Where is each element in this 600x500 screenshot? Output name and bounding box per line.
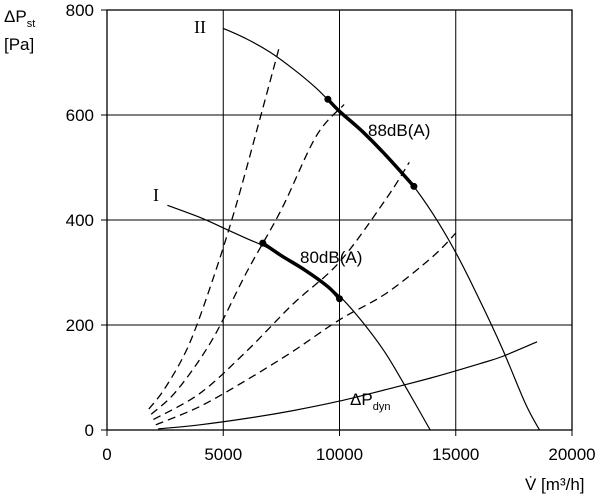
grid [107, 10, 572, 430]
x-tick-label: 15000 [432, 445, 479, 464]
noise-label-88: 88dB(A) [368, 121, 430, 140]
y-tick-label: 800 [66, 1, 94, 20]
series-i [167, 204, 431, 431]
y-axis-label-sub: st [27, 18, 36, 30]
series-group [148, 27, 541, 431]
series-80db-a [261, 241, 341, 300]
y-axis-unit: [Pa] [4, 35, 34, 54]
y-tick-label: 0 [85, 421, 94, 440]
dynamic-pressure-label: ΔPdyn [350, 390, 390, 413]
x-tick-label: 20000 [548, 445, 595, 464]
series-system-1 [148, 47, 280, 410]
x-tick-label: 5000 [204, 445, 242, 464]
y-tick-label: 200 [66, 316, 94, 335]
y-tick-label: 600 [66, 106, 94, 125]
x-tick-label: 10000 [316, 445, 363, 464]
dynamic-pressure-label-main: ΔP [350, 390, 373, 409]
dynamic-pressure-label-sub: dyn [373, 401, 391, 413]
series-system-2 [150, 104, 345, 415]
y-tick-label: 400 [66, 211, 94, 230]
series-system-4 [155, 232, 457, 426]
series-endpoint-marker [259, 239, 267, 247]
y-axis-label: ΔPst [4, 7, 35, 30]
y-axis-label-main: ΔP [4, 7, 27, 26]
curve-label-II: II [194, 17, 206, 37]
x-axis-label: V̇ [m³/h] [525, 475, 585, 494]
series-88db-a [326, 98, 416, 188]
series-endpoint-marker [410, 182, 418, 190]
tick-labels: 0 5000 10000 15000 20000 0 200 400 600 800 [66, 1, 596, 464]
curve-label-I: I [153, 185, 159, 205]
series-system-3 [153, 161, 410, 421]
series-p-dyn [158, 341, 538, 430]
series-endpoint-marker [324, 95, 332, 103]
x-tick-label: 0 [102, 445, 111, 464]
noise-label-80: 80dB(A) [300, 248, 362, 267]
series-endpoint-marker [336, 295, 343, 303]
